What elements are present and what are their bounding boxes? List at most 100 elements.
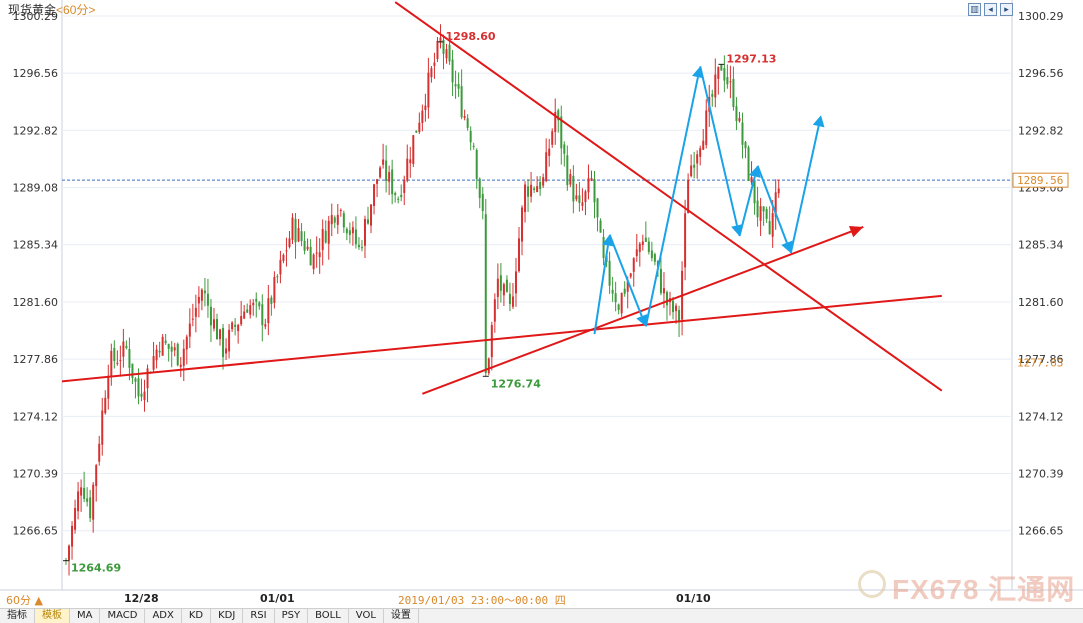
candle-body-71	[279, 259, 282, 275]
candle-body-139	[484, 214, 487, 374]
candle-body-90	[336, 214, 339, 225]
indicator-tab-bar: 指标 模板 MA MACD ADX KD KDJ RSI PSY BOLL VOL 设置	[0, 608, 1083, 623]
candle-body-175	[593, 178, 596, 203]
candle-body-188	[632, 258, 635, 272]
y-tick-left-9: 1266.65	[13, 525, 59, 538]
candle-body-117	[418, 122, 421, 132]
candle-body-83	[315, 252, 318, 254]
candle-body-165	[563, 144, 566, 154]
candle-body-18	[119, 360, 122, 362]
candle-body-205	[684, 213, 687, 268]
candle-body-209	[696, 154, 699, 164]
annotation-label-0: 1298.60	[445, 30, 495, 43]
candle-body-130	[457, 83, 460, 89]
period-selector[interactable]: 60分 ▲	[6, 594, 43, 607]
tab-adx[interactable]: ADX	[145, 609, 182, 623]
layout-icon[interactable]: ▥	[968, 3, 981, 16]
annotation-label-2: 1276.74	[491, 377, 541, 390]
candle-body-184	[620, 292, 623, 314]
candle-body-166	[566, 155, 569, 186]
tab-indicators[interactable]: 指标	[0, 609, 35, 623]
y-tick-left-2: 1292.82	[13, 124, 59, 137]
candle-body-116	[415, 130, 418, 133]
candle-body-11	[98, 443, 101, 462]
y-tick-left-0: 1300.29	[13, 10, 59, 23]
arrow-head-0-1	[636, 314, 648, 327]
candle-body-66	[264, 324, 267, 327]
tab-settings[interactable]: 设置	[384, 609, 419, 623]
candle-body-121	[430, 68, 433, 78]
tab-kd[interactable]: KD	[182, 609, 212, 623]
candle-body-164	[560, 116, 563, 149]
tab-macd[interactable]: MACD	[100, 609, 146, 623]
candle-body-144	[499, 275, 502, 291]
candle-body-80	[306, 246, 309, 250]
candle-body-42	[191, 318, 194, 320]
candle-body-91	[339, 209, 342, 211]
candle-body-10	[95, 465, 98, 487]
candle-body-115	[412, 135, 415, 164]
candle-body-171	[581, 202, 584, 206]
arrow-segment-0-4	[738, 176, 756, 237]
candle-body-187	[629, 273, 632, 277]
candle-body-85	[321, 228, 324, 251]
candle-body-2	[71, 525, 74, 547]
candle-body-65	[261, 304, 264, 326]
candle-body-226	[747, 147, 750, 180]
trendline-support-short	[422, 226, 864, 395]
candle-body-62	[252, 302, 255, 306]
candle-body-223	[738, 117, 741, 122]
candle-body-163	[557, 110, 560, 121]
candle-body-36	[173, 347, 176, 351]
candle-body-191	[641, 241, 644, 246]
y-tick-left-3: 1289.08	[13, 182, 59, 195]
candle-body-38	[179, 364, 182, 368]
candle-body-192	[644, 237, 647, 242]
candle-body-161	[551, 131, 554, 145]
candle-body-101	[370, 204, 373, 226]
candle-body-56	[234, 324, 237, 327]
candle-body-12	[101, 410, 104, 445]
candle-body-57	[237, 324, 240, 332]
candle-body-112	[403, 179, 406, 193]
candle-body-124	[439, 37, 442, 43]
candle-body-105	[382, 159, 385, 165]
prev-icon[interactable]: ◂	[984, 3, 997, 16]
candle-body-129	[454, 84, 457, 87]
candlestick-series	[65, 24, 780, 576]
candle-body-224	[741, 122, 744, 145]
candle-body-97	[357, 244, 360, 248]
candle-body-51	[219, 329, 222, 340]
candle-body-126	[445, 49, 448, 59]
candle-body-233	[768, 221, 771, 235]
tab-template[interactable]: 模板	[35, 609, 70, 623]
candle-body-172	[584, 191, 587, 203]
tab-boll[interactable]: BOLL	[308, 609, 349, 623]
candle-body-174	[590, 178, 593, 181]
next-icon[interactable]: ▸	[1000, 3, 1013, 16]
candle-body-7	[86, 498, 89, 502]
candle-body-219	[726, 77, 729, 85]
tab-vol[interactable]: VOL	[349, 609, 384, 623]
candle-body-59	[243, 311, 246, 319]
tab-psy[interactable]: PSY	[275, 609, 309, 623]
candle-body-203	[678, 310, 681, 323]
candle-body-100	[367, 219, 369, 224]
candle-body-225	[744, 142, 747, 149]
candle-body-228	[753, 179, 756, 204]
tab-ma[interactable]: MA	[70, 609, 101, 623]
candle-body-173	[587, 178, 590, 193]
tab-kdj[interactable]: KDJ	[211, 609, 244, 623]
candle-body-64	[258, 302, 261, 307]
candle-body-63	[255, 298, 258, 302]
candle-body-106	[385, 160, 388, 181]
tab-rsi[interactable]: RSI	[243, 609, 275, 623]
candle-body-87	[327, 220, 330, 244]
candle-body-5	[80, 487, 83, 496]
arrow-segment-0-6	[789, 125, 820, 254]
trendlines	[62, 1, 943, 395]
candle-body-14	[107, 375, 110, 399]
candle-body-211	[702, 140, 705, 150]
candle-body-210	[699, 148, 702, 157]
annotation-label-3: 1264.69	[71, 562, 121, 575]
